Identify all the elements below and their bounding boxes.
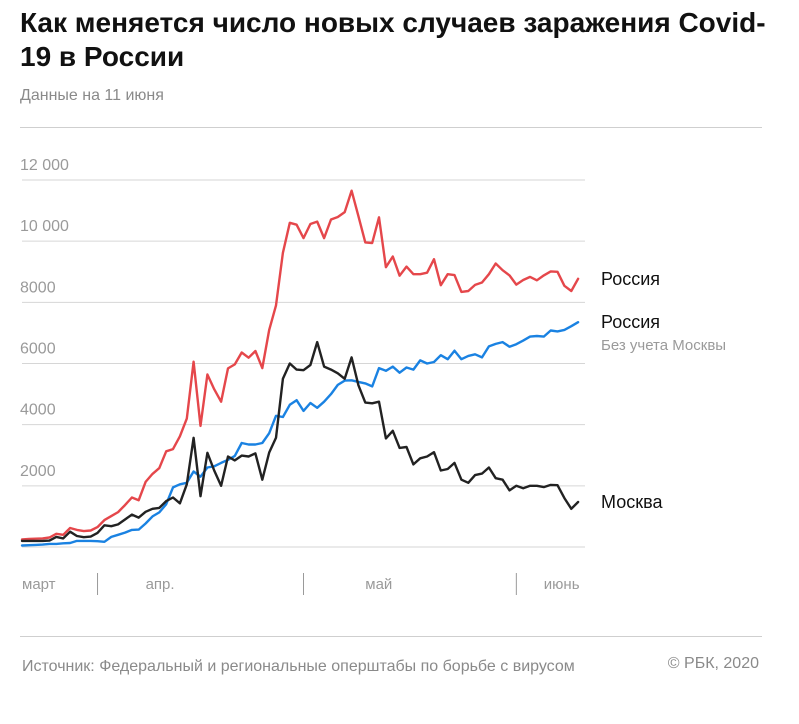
series-end-label: Москва	[601, 492, 663, 512]
x-axis: март апр. май июнь	[22, 573, 580, 595]
y-tick-label: 6000	[20, 341, 56, 358]
y-tick-label: 10 000	[20, 218, 69, 235]
y-tick-label: 8000	[20, 279, 56, 296]
y-tick-label: 4000	[20, 402, 56, 419]
series-end-label: Россия	[601, 312, 660, 332]
y-tick-labels: 2000 4000 6000 8000 10 000 12 000	[20, 157, 69, 480]
series-line	[20, 321, 580, 547]
y-tick-label: 12 000	[20, 157, 69, 174]
x-tick-label: март	[22, 576, 56, 593]
bottom-divider	[20, 636, 762, 637]
series-end-labels: Россия Россия Без учета Москвы Москва	[601, 269, 726, 512]
x-tick-label: июнь	[544, 576, 580, 593]
series-line	[20, 340, 580, 543]
x-tick-label: май	[365, 576, 392, 593]
source-note: Источник: Федеральный и региональные опе…	[22, 658, 575, 675]
chart-subtitle: Данные на 11 июня	[20, 87, 164, 104]
series-end-label: Россия	[601, 269, 660, 289]
x-tick-label: апр.	[146, 576, 175, 593]
copyright: © РБК, 2020	[667, 655, 759, 672]
series-end-sublabel: Без учета Москвы	[601, 337, 726, 354]
series-line	[20, 189, 580, 541]
chart-title: Как меняется число новых случаев заражен…	[20, 7, 766, 72]
gridlines	[22, 179, 585, 548]
series-lines	[20, 189, 580, 547]
top-divider	[20, 127, 762, 128]
y-tick-label: 2000	[20, 463, 56, 480]
